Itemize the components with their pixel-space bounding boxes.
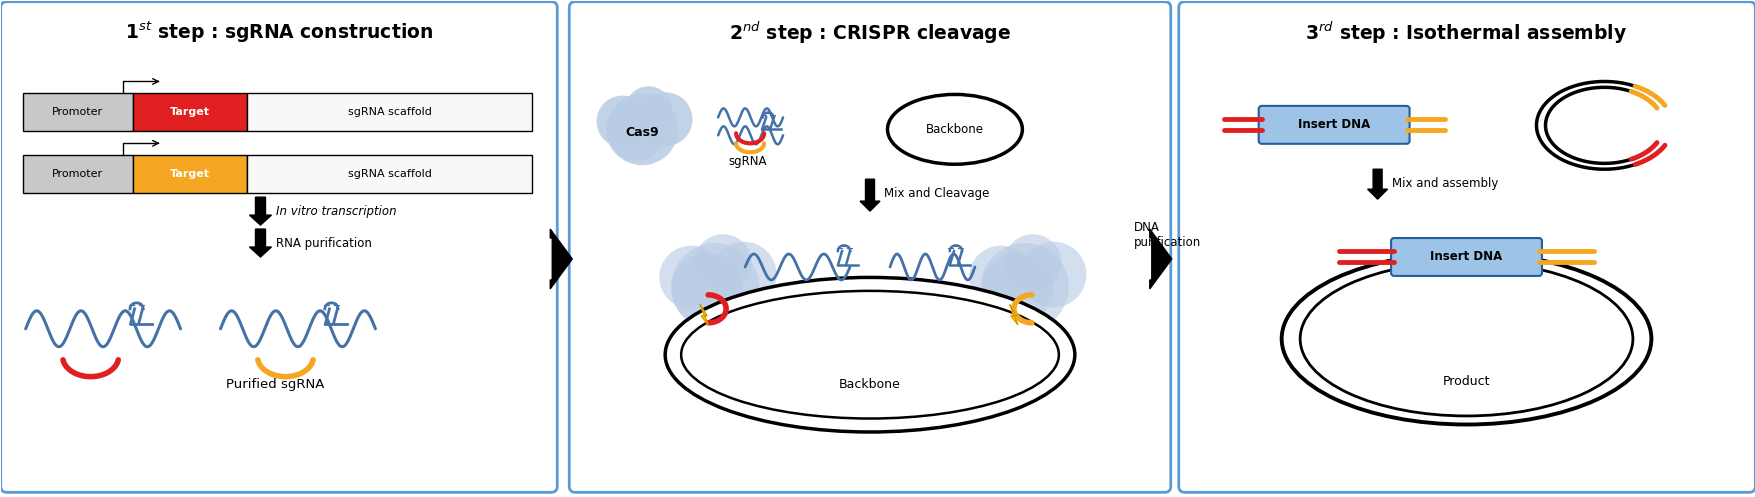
Bar <box>247 155 532 193</box>
Bar <box>133 155 247 193</box>
FancyArrow shape <box>549 229 572 289</box>
Bar <box>23 155 133 193</box>
Text: Insert DNA: Insert DNA <box>1297 118 1369 131</box>
Text: Mix and assembly: Mix and assembly <box>1390 176 1497 190</box>
Circle shape <box>670 243 758 331</box>
Text: Target: Target <box>170 169 211 179</box>
Text: Promoter: Promoter <box>53 107 104 117</box>
Circle shape <box>711 242 776 308</box>
Ellipse shape <box>681 291 1058 418</box>
FancyBboxPatch shape <box>0 1 556 493</box>
FancyBboxPatch shape <box>1258 106 1409 144</box>
FancyArrow shape <box>249 197 272 225</box>
Polygon shape <box>1009 305 1018 325</box>
Circle shape <box>639 92 691 146</box>
Circle shape <box>969 246 1032 309</box>
FancyArrow shape <box>249 229 272 257</box>
FancyBboxPatch shape <box>1178 1 1755 493</box>
Text: Backbone: Backbone <box>925 123 983 136</box>
Circle shape <box>1020 242 1086 308</box>
Text: In vitro transcription: In vitro transcription <box>276 205 397 218</box>
Ellipse shape <box>665 277 1074 432</box>
Ellipse shape <box>1281 253 1650 424</box>
Circle shape <box>605 93 677 165</box>
Text: DNA
purification: DNA purification <box>1134 221 1200 249</box>
Text: Mix and Cleavage: Mix and Cleavage <box>883 187 988 200</box>
Text: 2$^{nd}$ step : CRISPR cleavage: 2$^{nd}$ step : CRISPR cleavage <box>728 19 1011 46</box>
Text: 3$^{rd}$ step : Isothermal assembly: 3$^{rd}$ step : Isothermal assembly <box>1304 19 1627 46</box>
Text: Insert DNA: Insert DNA <box>1430 250 1502 263</box>
Ellipse shape <box>886 94 1021 164</box>
Polygon shape <box>700 305 707 325</box>
FancyBboxPatch shape <box>1390 238 1541 276</box>
Text: 1$^{st}$ step : sgRNA construction: 1$^{st}$ step : sgRNA construction <box>125 20 433 45</box>
Text: Purified sgRNA: Purified sgRNA <box>226 378 325 391</box>
Bar <box>247 93 532 131</box>
Circle shape <box>693 234 751 291</box>
Text: RNA purification: RNA purification <box>276 237 372 249</box>
Circle shape <box>1004 234 1060 291</box>
Circle shape <box>597 95 648 147</box>
FancyBboxPatch shape <box>569 1 1171 493</box>
Circle shape <box>981 253 1053 325</box>
Bar <box>133 93 247 131</box>
Text: Backbone: Backbone <box>839 378 900 391</box>
Circle shape <box>605 102 665 161</box>
Text: Cas9: Cas9 <box>625 126 658 139</box>
Circle shape <box>981 243 1069 331</box>
FancyArrow shape <box>860 179 879 211</box>
Text: Product: Product <box>1443 375 1490 388</box>
Text: Promoter: Promoter <box>53 169 104 179</box>
Circle shape <box>670 253 742 325</box>
Text: sgRNA scaffold: sgRNA scaffold <box>347 169 432 179</box>
Text: sgRNA scaffold: sgRNA scaffold <box>347 107 432 117</box>
Circle shape <box>625 86 672 133</box>
Bar <box>23 93 133 131</box>
FancyArrow shape <box>1367 169 1386 199</box>
FancyArrow shape <box>1150 229 1171 289</box>
Text: Target: Target <box>170 107 211 117</box>
Ellipse shape <box>1299 261 1632 416</box>
Circle shape <box>658 246 723 309</box>
Text: sgRNA: sgRNA <box>728 155 767 168</box>
